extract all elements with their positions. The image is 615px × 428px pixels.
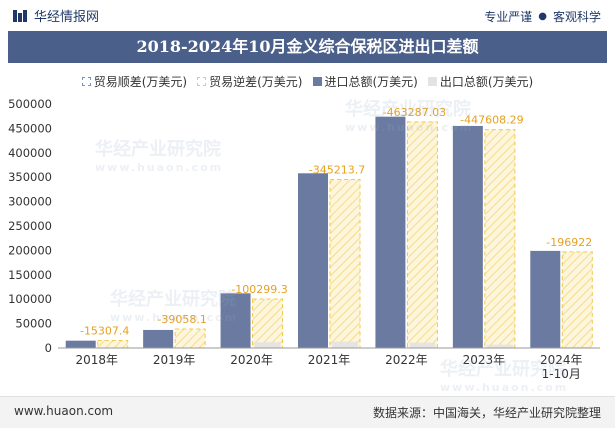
top-bar: 华经情报网 专业严谨 ● 客观科学 bbox=[0, 0, 615, 30]
deficit-bar bbox=[97, 340, 129, 349]
x-tick-label: 2021年 bbox=[308, 353, 351, 367]
brand-logo-icon bbox=[12, 8, 28, 24]
legend-swatch-import bbox=[312, 76, 322, 86]
legend-swatch-surplus bbox=[81, 76, 91, 86]
legend-swatch-export bbox=[427, 76, 437, 86]
y-tick-label: 350000 bbox=[8, 170, 52, 184]
deficit-data-label: -39058.1 bbox=[157, 313, 206, 326]
import-bar bbox=[220, 293, 251, 348]
y-tick-label: 150000 bbox=[8, 268, 52, 282]
x-tick-label: 2020年 bbox=[230, 353, 273, 367]
x-tick-label: 2023年 bbox=[463, 353, 506, 367]
footer-source: 数据来源：中国海关，华经产业研究院整理 bbox=[372, 406, 601, 420]
chart-plot: -15307.4 -39058.1 -100299.3 -345213.7 -46328… bbox=[8, 97, 600, 381]
legend-item-export: 出口总额(万美元) bbox=[427, 70, 534, 92]
x-tick-label: 1-10月 bbox=[542, 367, 581, 381]
import-bar bbox=[65, 340, 96, 348]
legend-item-deficit: 贸易逆差(万美元) bbox=[197, 70, 303, 92]
slogan: 专业严谨 ● 客观科学 bbox=[484, 8, 601, 25]
export-bar bbox=[332, 341, 358, 348]
legend-item-import: 进口总额(万美元) bbox=[312, 70, 418, 92]
chart-title: 2018-2024年10月金义综合保税区进出口差额 bbox=[136, 37, 479, 56]
legend-label-deficit: 贸易逆差(万美元) bbox=[209, 74, 303, 89]
import-bar bbox=[530, 250, 561, 348]
chart-legend: 贸易顺差(万美元) 贸易逆差(万美元) 进口总额(万美元) 出口总额(万美元) bbox=[0, 70, 615, 92]
x-tick-label: 2018年 bbox=[75, 353, 118, 367]
deficit-bar bbox=[174, 328, 206, 349]
y-tick-label: 500000 bbox=[8, 97, 52, 111]
legend-item-surplus: 贸易顺差(万美元) bbox=[81, 70, 188, 92]
x-tick-label: 2024年 bbox=[540, 353, 583, 367]
deficit-data-label: -196922 bbox=[546, 236, 592, 249]
import-bar bbox=[298, 173, 328, 348]
y-tick-label: 450000 bbox=[8, 121, 52, 135]
footer: www.huaon.com 数据来源：中国海关，华经产业研究院整理 bbox=[0, 396, 615, 428]
legend-swatch-deficit bbox=[197, 76, 207, 86]
brand-name: 华经情报网 bbox=[34, 10, 100, 25]
export-bar bbox=[254, 342, 281, 348]
deficit-bar bbox=[561, 251, 593, 349]
x-tick-label: 2022年 bbox=[385, 353, 428, 367]
export-bar bbox=[486, 344, 513, 348]
y-tick-label: 200000 bbox=[8, 243, 52, 257]
legend-label-export: 出口总额(万美元) bbox=[439, 74, 534, 89]
export-bar bbox=[409, 342, 436, 348]
slogan-a: 专业严谨 bbox=[484, 10, 533, 24]
y-tick-label: 400000 bbox=[8, 146, 52, 160]
x-tick-label: 2019年 bbox=[153, 353, 196, 367]
import-bar bbox=[375, 116, 406, 348]
y-tick-label: 300000 bbox=[8, 195, 52, 209]
y-tick-label: 250000 bbox=[8, 219, 52, 233]
deficit-data-label: -100299.3 bbox=[231, 283, 287, 296]
deficit-data-label: -15307.4 bbox=[80, 325, 129, 338]
deficit-data-label: -447608.29 bbox=[460, 114, 523, 127]
brand: 华经情报网 bbox=[12, 6, 99, 25]
y-tick-label: 100000 bbox=[8, 292, 52, 306]
import-bar bbox=[452, 125, 483, 349]
y-tick-label: 0 bbox=[45, 341, 52, 355]
deficit-data-label: -463287.03 bbox=[383, 106, 446, 119]
title-band: 2018-2024年10月金义综合保税区进出口差额 bbox=[8, 31, 607, 63]
deficit-bar bbox=[406, 121, 438, 349]
deficit-data-label: -345213.7 bbox=[309, 164, 365, 177]
legend-label-surplus: 贸易顺差(万美元) bbox=[93, 74, 188, 89]
footer-website: www.huaon.com bbox=[14, 404, 114, 418]
slogan-separator: ● bbox=[538, 11, 547, 22]
deficit-bar bbox=[484, 129, 516, 349]
deficit-bar bbox=[329, 179, 361, 349]
legend-label-import: 进口总额(万美元) bbox=[324, 74, 418, 89]
import-bar bbox=[143, 329, 174, 348]
deficit-bar bbox=[252, 298, 284, 349]
y-tick-label: 50000 bbox=[15, 317, 52, 331]
slogan-b: 客观科学 bbox=[552, 10, 601, 24]
